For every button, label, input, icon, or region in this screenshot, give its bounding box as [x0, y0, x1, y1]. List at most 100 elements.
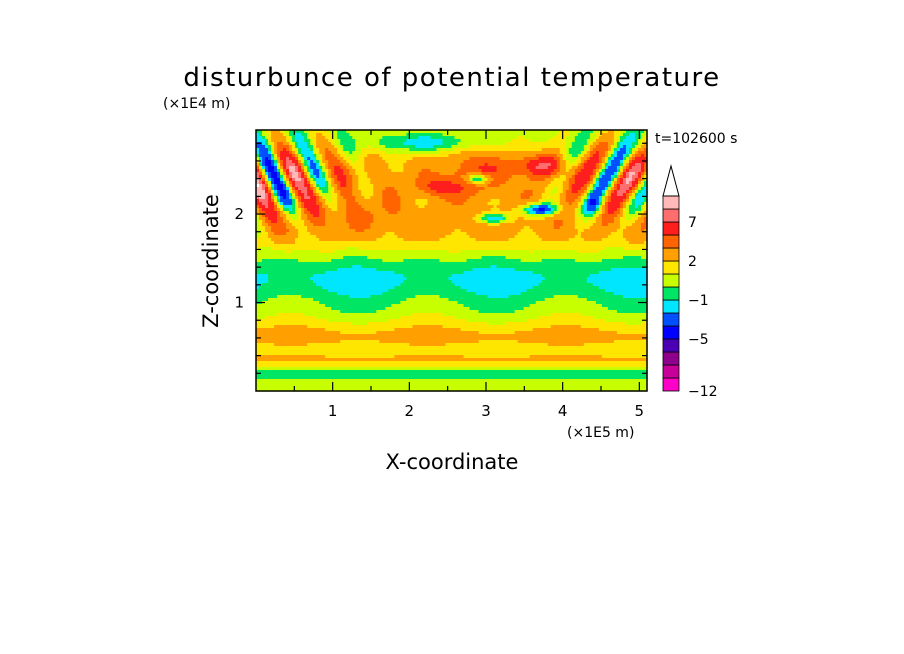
heatmap-cell — [409, 157, 413, 161]
heatmap-cell — [457, 151, 462, 155]
heatmap-cell — [568, 142, 573, 146]
heatmap-cell — [637, 154, 642, 158]
heatmap-cell — [538, 172, 543, 176]
heatmap-cell — [292, 139, 296, 143]
heatmap-cell — [562, 175, 567, 179]
heatmap-cell — [463, 136, 468, 140]
heatmap-cell — [415, 175, 420, 179]
heatmap-cell — [364, 163, 368, 167]
heatmap-cell — [454, 175, 459, 179]
heatmap-cell — [307, 130, 311, 134]
heatmap-cell — [631, 151, 636, 155]
heatmap-cell — [301, 157, 305, 161]
heatmap-cell — [280, 142, 284, 146]
heatmap-cell — [289, 145, 293, 149]
heatmap-cell — [397, 166, 401, 170]
heatmap-cell — [352, 133, 356, 137]
heatmap-cell — [469, 145, 474, 149]
heatmap-cell — [550, 142, 555, 146]
heatmap-cell — [301, 148, 305, 152]
heatmap-cell — [403, 172, 407, 176]
heatmap-cell — [583, 130, 588, 134]
heatmap-cell — [379, 163, 383, 167]
heatmap-cell — [580, 154, 585, 158]
heatmap-cell — [481, 136, 486, 140]
heatmap-cell — [289, 154, 293, 158]
heatmap-cell — [631, 184, 636, 188]
heatmap-cell — [595, 142, 600, 146]
heatmap-cell — [514, 154, 519, 158]
heatmap-cell — [619, 160, 624, 164]
heatmap-cell — [568, 139, 573, 143]
heatmap-cell — [352, 169, 356, 173]
heatmap-cell — [295, 130, 299, 134]
heatmap-cell — [436, 145, 441, 149]
heatmap-cell — [520, 169, 525, 173]
heatmap-cell — [385, 169, 389, 173]
heatmap-cell — [508, 166, 513, 170]
heatmap-cell — [295, 169, 299, 173]
heatmap-cell — [553, 136, 558, 140]
heatmap-cell — [331, 178, 335, 182]
heatmap-cell — [340, 163, 344, 167]
heatmap-cell — [379, 181, 383, 185]
heatmap-cell — [268, 169, 272, 173]
heatmap-cell — [298, 142, 302, 146]
heatmap-cell — [325, 184, 329, 188]
heatmap-cell — [565, 184, 570, 188]
heatmap-cell — [445, 178, 450, 182]
heatmap-cell — [364, 145, 368, 149]
heatmap-cell — [391, 133, 395, 137]
heatmap-cell — [484, 172, 489, 176]
heatmap-cell — [436, 136, 441, 140]
heatmap-cell — [553, 142, 558, 146]
heatmap-cell — [259, 163, 263, 167]
heatmap-cell — [466, 175, 471, 179]
heatmap-cell — [334, 139, 338, 143]
heatmap-cell — [274, 139, 278, 143]
heatmap-cell — [394, 163, 398, 167]
heatmap-cell — [640, 172, 645, 176]
heatmap-cell — [394, 181, 398, 185]
heatmap-cell — [322, 166, 326, 170]
heatmap-cell — [370, 160, 374, 164]
heatmap-cell — [526, 184, 531, 188]
heatmap-cell — [541, 175, 546, 179]
heatmap-cell — [433, 142, 438, 146]
heatmap-cell — [475, 139, 480, 143]
heatmap-cell — [382, 178, 386, 182]
heatmap-cell — [601, 139, 606, 143]
heatmap-cell — [328, 184, 332, 188]
heatmap-cell — [478, 163, 483, 167]
heatmap-cell — [283, 166, 287, 170]
heatmap-cell — [439, 136, 444, 140]
heatmap-cell — [619, 136, 624, 140]
heatmap-cell — [511, 172, 516, 176]
heatmap-cell — [310, 184, 314, 188]
heatmap-cell — [643, 172, 648, 176]
heatmap-cell — [535, 163, 540, 167]
heatmap-cell — [613, 145, 618, 149]
heatmap-cell — [538, 136, 543, 140]
heatmap-cell — [535, 136, 540, 140]
heatmap-cell — [622, 160, 627, 164]
heatmap-cell — [571, 163, 576, 167]
heatmap-cell — [337, 163, 341, 167]
heatmap-cell — [301, 187, 305, 191]
heatmap-cell — [466, 139, 471, 143]
heatmap-cell — [331, 157, 335, 161]
heatmap-cell — [643, 136, 648, 140]
heatmap-cell — [535, 151, 540, 155]
heatmap-cell — [529, 169, 534, 173]
heatmap-cell — [577, 145, 582, 149]
heatmap-cell — [376, 136, 380, 140]
heatmap-cell — [454, 139, 459, 143]
heatmap-cell — [313, 157, 317, 161]
heatmap-cell — [616, 166, 621, 170]
heatmap-cell — [598, 142, 603, 146]
heatmap-cell — [517, 169, 522, 173]
heatmap-cell — [571, 178, 576, 182]
heatmap-cell — [286, 163, 290, 167]
heatmap-cell — [634, 163, 639, 167]
heatmap-cell — [535, 145, 540, 149]
